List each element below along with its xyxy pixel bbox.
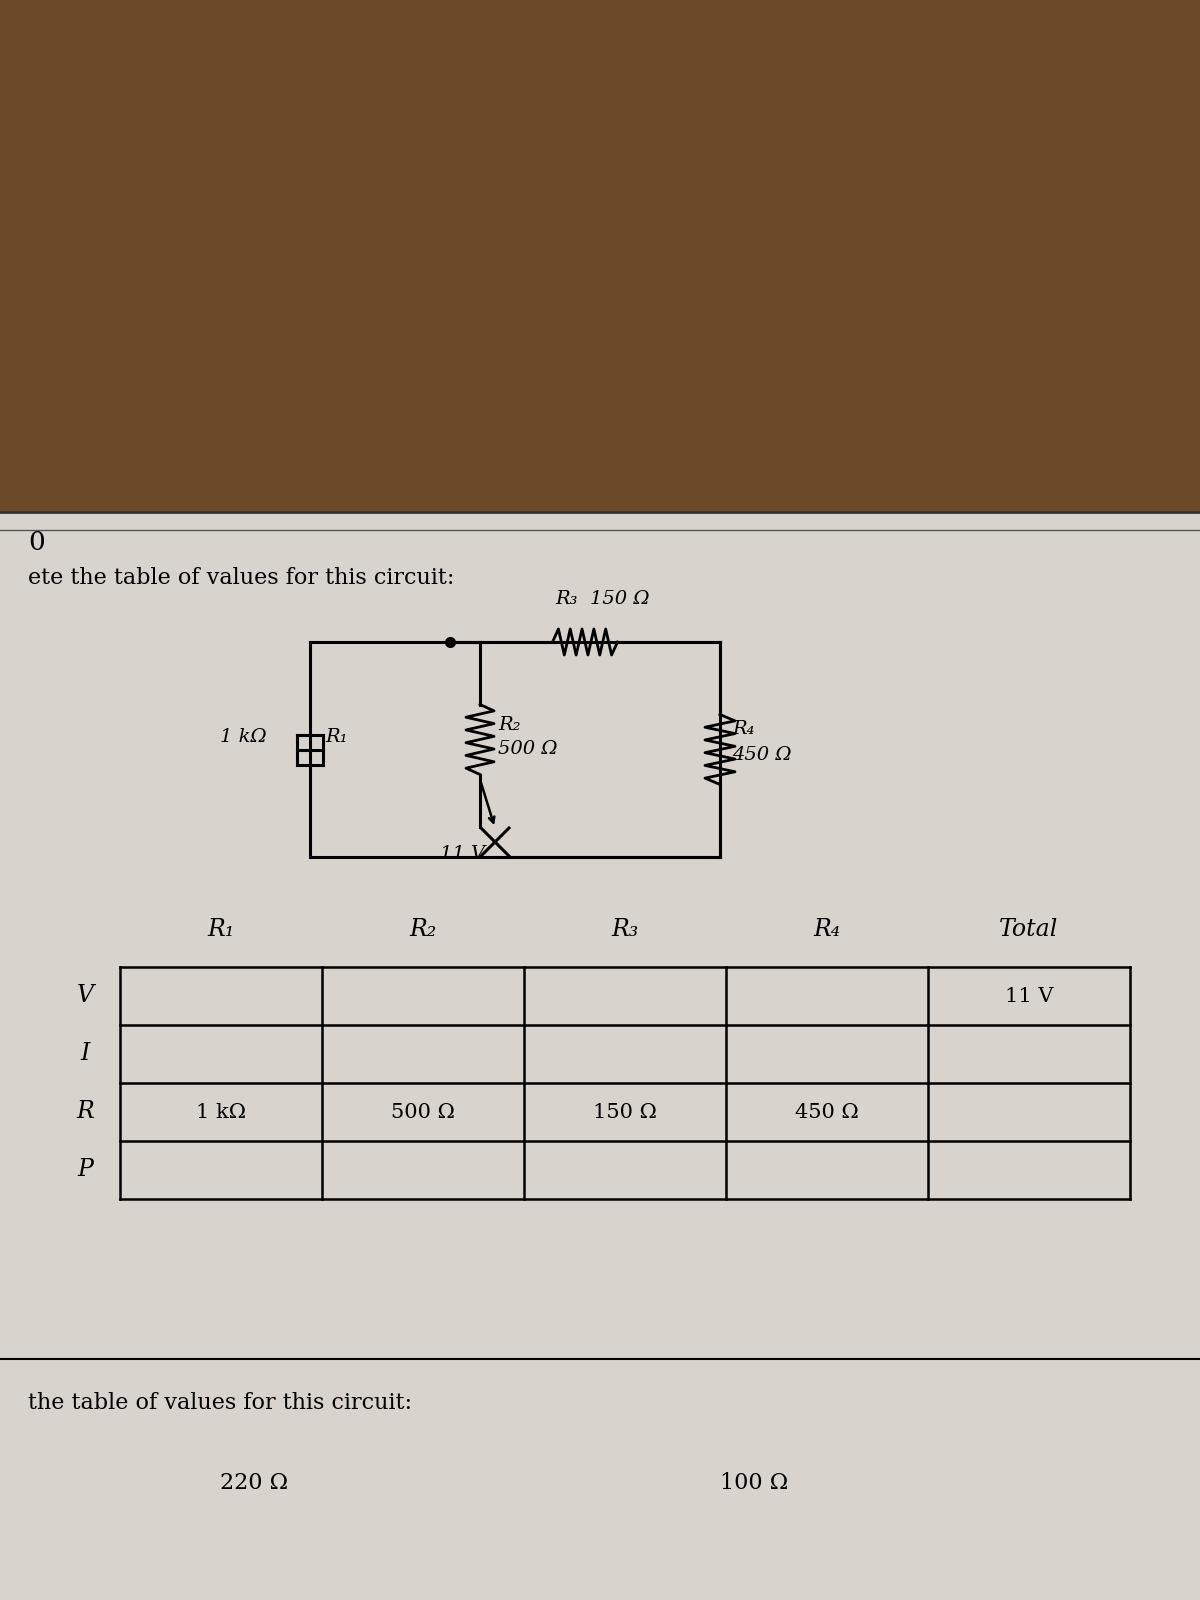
Text: 150 Ω: 150 Ω xyxy=(593,1102,656,1122)
Text: 100 Ω: 100 Ω xyxy=(720,1472,788,1494)
Text: 500 Ω: 500 Ω xyxy=(498,741,558,758)
Bar xyxy=(0,0,1200,512)
Text: R₁: R₁ xyxy=(208,917,235,941)
Text: R: R xyxy=(76,1101,94,1123)
Text: 1 kΩ: 1 kΩ xyxy=(220,728,266,746)
Text: the table of values for this circuit:: the table of values for this circuit: xyxy=(28,1392,412,1414)
Text: P: P xyxy=(77,1158,92,1181)
Text: R₃: R₃ xyxy=(611,917,638,941)
Bar xyxy=(0,512,1200,1600)
Text: R₂: R₂ xyxy=(498,715,521,733)
Text: I: I xyxy=(80,1043,90,1066)
Text: 220 Ω: 220 Ω xyxy=(220,1472,288,1494)
Text: R₁: R₁ xyxy=(325,728,348,746)
Text: 450 Ω: 450 Ω xyxy=(796,1102,859,1122)
Text: 1 kΩ: 1 kΩ xyxy=(196,1102,246,1122)
Text: R₂: R₂ xyxy=(409,917,437,941)
Text: R₄: R₄ xyxy=(732,720,755,739)
Text: 0: 0 xyxy=(28,530,44,555)
Text: R₄: R₄ xyxy=(814,917,841,941)
Text: ete the table of values for this circuit:: ete the table of values for this circuit… xyxy=(28,566,455,589)
Text: 11 V: 11 V xyxy=(440,845,485,862)
Text: 450 Ω: 450 Ω xyxy=(732,746,792,763)
Text: R₃  150 Ω: R₃ 150 Ω xyxy=(554,590,649,608)
Text: 500 Ω: 500 Ω xyxy=(391,1102,455,1122)
Text: V: V xyxy=(77,984,94,1008)
Text: 11 V: 11 V xyxy=(1004,987,1054,1005)
Text: Total: Total xyxy=(1000,917,1058,941)
